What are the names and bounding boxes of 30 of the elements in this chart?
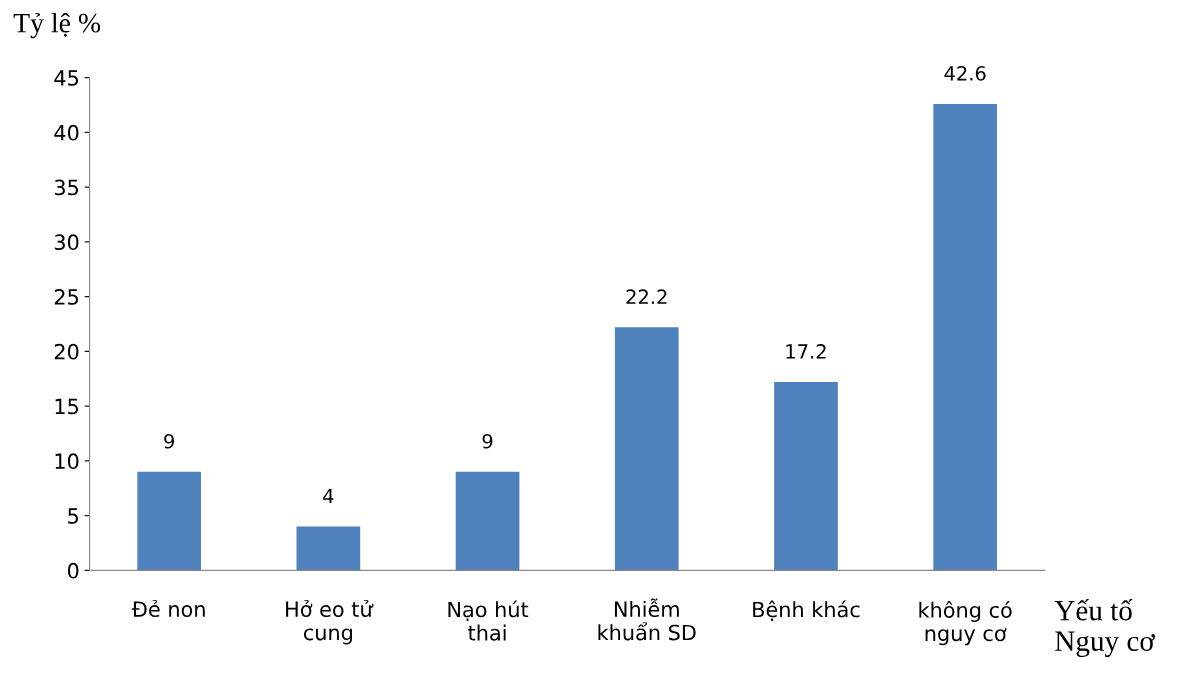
y-tick-label: 40 [54, 124, 79, 141]
x-tick-label: Hở eo tử cung [286, 599, 374, 645]
y-axis-title: Tỷ lệ % [13, 12, 101, 39]
x-tick-label: Nạo hút thai [448, 600, 529, 641]
data-label: 22.2 [626, 289, 667, 304]
y-tick-label: 45 [54, 70, 79, 86]
data-label: 17.2 [786, 344, 826, 359]
bar [455, 471, 520, 571]
bar [296, 526, 361, 571]
y-tick-label: 10 [55, 453, 79, 470]
y-tick-label: 5 [68, 508, 79, 524]
data-label: 9 [482, 433, 493, 449]
y-tick-label: 30 [54, 234, 79, 251]
y-tick-label: 15 [55, 398, 79, 415]
data-label: 4 [323, 488, 334, 504]
x-tick-label: Nhiễm khuẩn SD [598, 598, 696, 641]
bar [137, 471, 201, 571]
y-tick-label: 25 [54, 289, 79, 305]
bar [614, 327, 679, 571]
y-tick-label: 35 [54, 179, 79, 196]
x-tick-label: Bệnh khác [753, 600, 860, 621]
bar [933, 103, 997, 571]
x-tick-label: Đẻ non [131, 599, 205, 618]
data-label: 42.6 [944, 65, 986, 81]
y-tick-label: 0 [67, 562, 79, 579]
data-label: 9 [164, 433, 174, 449]
bar [774, 382, 838, 571]
x-tick-label: không có nguy cơ [919, 600, 1012, 646]
x-axis-title: Yếu tố Nguy cơ [1054, 599, 1156, 657]
y-tick-label: 20 [54, 343, 79, 360]
